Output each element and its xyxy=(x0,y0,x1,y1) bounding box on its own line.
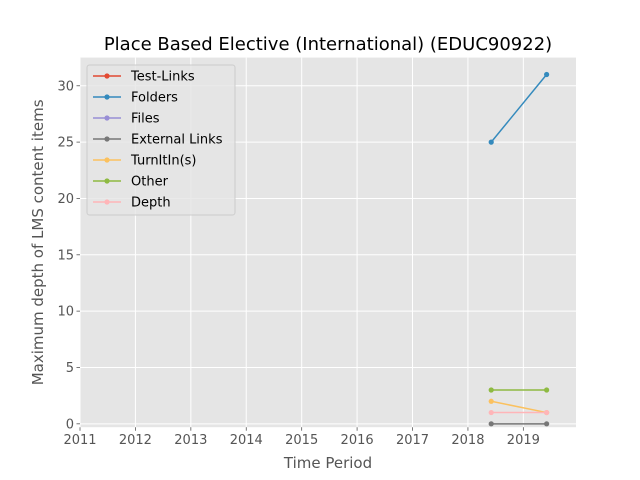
legend-marker-folders xyxy=(104,94,110,100)
legend: Test-Links Folders Files External Links Turn… xyxy=(86,64,236,216)
x-tick-label: 2011 xyxy=(63,433,96,448)
legend-label-test-links: Test-Links xyxy=(130,70,195,85)
y-tick-label: 10 xyxy=(57,305,74,320)
x-axis-ticks: 2011 2012 2013 2014 2015 2016 2017 2018 2019 xyxy=(63,427,540,448)
legend-label-folders: Folders xyxy=(131,91,178,106)
y-axis-ticks: 0 5 10 15 20 25 30 xyxy=(57,79,80,432)
series-line-turnitin-s xyxy=(491,400,547,414)
grid-lines xyxy=(79,57,576,428)
y-tick-label: 20 xyxy=(57,192,74,207)
x-tick-label: 2019 xyxy=(507,433,540,448)
y-tick-label: 25 xyxy=(57,136,74,151)
y-tick-label: 5 xyxy=(66,361,74,376)
x-tick-label: 2012 xyxy=(119,433,152,448)
y-axis-label: Maximum depth of LMS content items xyxy=(29,99,47,385)
legend-label-files: Files xyxy=(131,112,160,127)
x-tick-label: 2014 xyxy=(230,433,263,448)
series-line-folders xyxy=(490,74,548,143)
legend-label-external-links: External Links xyxy=(131,133,223,148)
data-point-turnitin-s xyxy=(488,398,494,404)
y-tick-label: 15 xyxy=(57,248,74,263)
x-tick-label: 2013 xyxy=(174,433,207,448)
x-tick-label: 2015 xyxy=(285,433,318,448)
legend-marker-files xyxy=(104,115,110,121)
data-point-depth xyxy=(544,409,550,416)
legend-label-depth: Depth xyxy=(131,196,171,211)
data-point-other xyxy=(544,387,550,393)
legend-marker-test-links xyxy=(104,73,110,79)
chart-title: Place Based Elective (International) (ED… xyxy=(104,34,552,55)
legend-label-turnitin-s: TurnItIn(s) xyxy=(130,154,196,169)
legend-marker-turnitin-s xyxy=(104,157,110,163)
data-point-folders xyxy=(544,71,550,78)
x-tick-label: 2017 xyxy=(396,433,429,448)
data-point-external-links xyxy=(488,421,494,427)
data-point-depth xyxy=(488,409,494,416)
series-layer xyxy=(488,71,550,427)
x-tick-label: 2018 xyxy=(451,433,484,448)
legend-marker-depth xyxy=(104,199,110,205)
x-axis-label: Time Period xyxy=(283,454,372,472)
legend-marker-external-links xyxy=(104,136,110,142)
x-tick-label: 2016 xyxy=(341,433,374,448)
legend-box xyxy=(86,64,236,216)
data-point-folders xyxy=(488,139,494,145)
y-tick-label: 30 xyxy=(57,79,74,94)
data-point-other xyxy=(488,387,494,393)
legend-marker-other xyxy=(104,178,110,184)
data-point-external-links xyxy=(544,421,550,427)
legend-label-other: Other xyxy=(131,175,169,190)
y-tick-label: 0 xyxy=(66,417,74,432)
